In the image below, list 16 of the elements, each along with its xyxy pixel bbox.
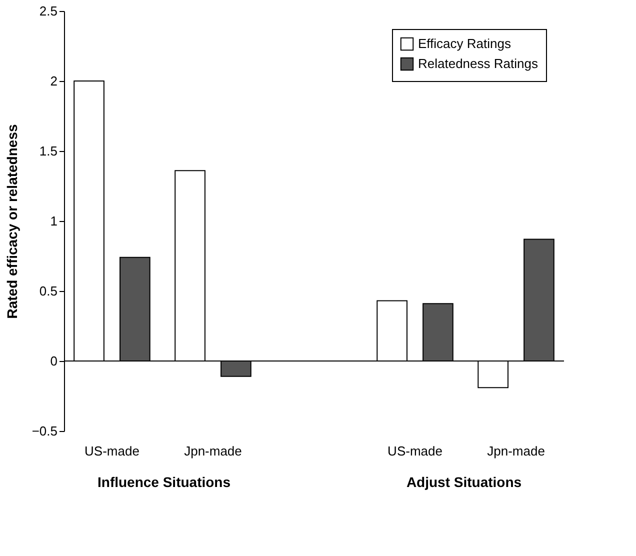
text: Influence Situations [97,474,231,490]
x-tick-label: US-made [388,444,442,458]
y-tick-label: 0.5 [39,284,58,298]
y-tick-label: 2 [50,74,58,88]
x-tick-label: US-made [84,444,140,458]
x-tick-label: Jpn-made [184,444,242,458]
y-tick-label: 2.5 [39,4,58,18]
y-axis-title: Rated efficacy or relatedness [4,124,20,319]
text: Adjust Situations [406,474,522,490]
y-tick-label: −0.5 [32,424,58,438]
legend-label: Efficacy Ratings [418,36,512,51]
y-tick-label: 0 [50,354,58,368]
y-tick-label: 1 [50,214,58,228]
y-tick-label: 1.5 [39,144,58,158]
x-tick-label: Jpn-made [487,444,545,458]
legend-label: Relatedness Ratings [418,56,538,71]
